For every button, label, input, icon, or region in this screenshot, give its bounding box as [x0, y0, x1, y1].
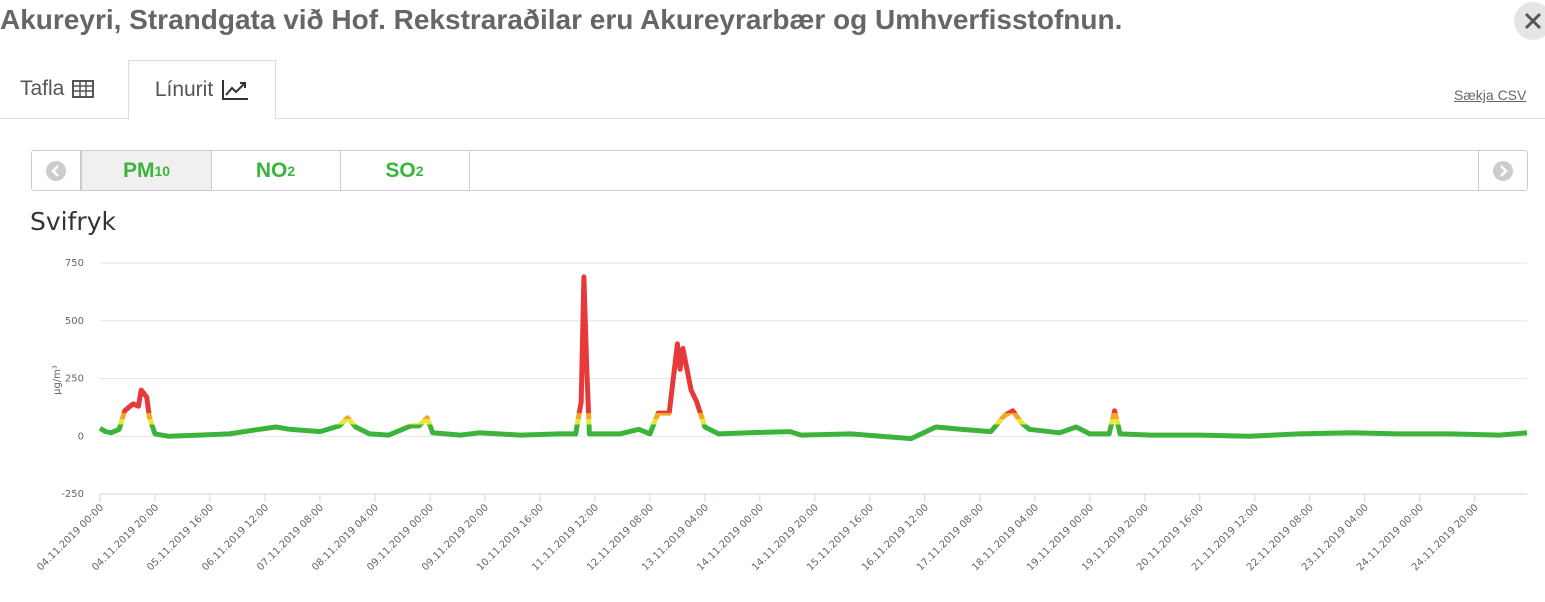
download-link[interactable]: Sækja CSV [1454, 87, 1527, 103]
pollutant-button[interactable]: PM 10 [81, 151, 212, 190]
prev-button[interactable] [32, 151, 81, 190]
data-line [98, 274, 1528, 442]
pollutant-subscript: 10 [154, 162, 171, 179]
next-button[interactable] [1478, 151, 1527, 190]
y-tick-label: 250 [65, 374, 84, 385]
close-button[interactable] [1514, 2, 1545, 40]
y-tick-label: 0 [78, 431, 84, 442]
y-tick-label: 750 [65, 258, 84, 269]
tab[interactable]: Tafla [20, 60, 95, 118]
pollutant-button[interactable]: NO 2 [211, 151, 341, 190]
chart-title: Svifryk [30, 207, 116, 236]
table-icon [72, 80, 95, 98]
tab-label: Tafla [20, 77, 65, 100]
pollutant-label: SO [385, 158, 416, 182]
pollutant-label: NO [255, 158, 288, 182]
page-title: Akureyri, Strandgata við Hof. Rekstrarað… [0, 4, 1123, 35]
y-axis-label: μg/m³ [52, 365, 63, 395]
pollutant-label: PM [122, 158, 155, 182]
tab-bar [0, 118, 1545, 119]
tab-label: Línurit [154, 78, 214, 101]
y-tick-label: 500 [65, 316, 84, 327]
pollutant-button[interactable]: SO 2 [340, 151, 470, 190]
y-tick-label: -250 [61, 489, 84, 500]
chart-icon [222, 80, 249, 100]
tab-active[interactable]: Línurit [128, 60, 276, 120]
pollutant-subscript: 2 [415, 162, 424, 179]
pollutant-subscript: 2 [287, 162, 296, 179]
pollutant-selector: PM 10 NO 2 SO 2 [31, 150, 1528, 191]
